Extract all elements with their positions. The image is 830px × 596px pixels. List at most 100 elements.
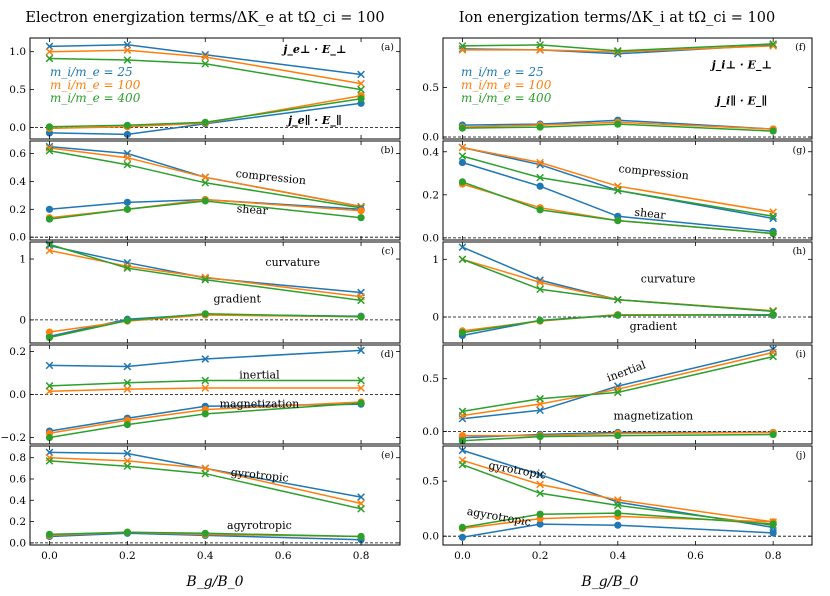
data-point-x	[458, 243, 467, 252]
series-line-mi100-b	[462, 121, 774, 130]
data-point-o	[458, 533, 467, 541]
annotation-label: curvature	[265, 256, 320, 269]
panel-frame	[29, 445, 401, 546]
data-point-x	[458, 143, 467, 152]
data-point-x	[536, 41, 544, 49]
column-title-electron: Electron energization terms/ΔK_e at tΩ_c…	[25, 10, 384, 26]
data-point-x	[357, 504, 365, 513]
panel-label: (j)	[796, 450, 806, 461]
panel-g: 0.0 0.2 0.4 (g) compression shear	[422, 140, 813, 244]
y-tick-label: 0.0	[9, 389, 26, 401]
column-title-ion: Ion energization terms/ΔK_i at tΩ_ci = 1…	[459, 10, 775, 26]
data-point-x	[123, 160, 132, 169]
data-point-o	[458, 329, 467, 337]
series-line-mi400-b	[462, 181, 774, 235]
y-tick-label: 0.8	[9, 452, 26, 464]
panel-frame	[442, 445, 813, 546]
y-tick-label: 0.5	[422, 82, 439, 94]
data-point-x	[123, 449, 132, 458]
series-line-mi400-a	[462, 43, 774, 52]
data-point-o	[357, 214, 365, 222]
data-point-o	[458, 158, 467, 167]
x-tick-label: 0.4	[609, 550, 626, 562]
annotation-label: shear	[236, 202, 269, 217]
y-tick-label: 0.0	[9, 232, 26, 244]
data-point-x	[201, 53, 210, 61]
series-line-mi400-a	[462, 258, 774, 313]
data-point-o	[357, 532, 365, 541]
legend-entry-mi100: m_i/m_e = 100	[50, 78, 141, 92]
y-tick-label: 0.4	[9, 495, 26, 507]
data-point-x	[201, 179, 210, 187]
x-axis-label-right: B_g/B_0	[580, 574, 638, 590]
annotation-label: inertial	[239, 369, 280, 382]
x-tick-label: 0.4	[197, 550, 214, 562]
panel-label: (h)	[792, 246, 806, 257]
data-point-x	[201, 469, 210, 478]
legend-entry-mi400: m_i/m_e = 400	[50, 91, 141, 105]
data-point-o	[357, 95, 365, 103]
data-point-o	[769, 520, 777, 528]
data-point-o	[769, 311, 777, 319]
y-tick-label: 0.5	[9, 84, 26, 96]
series-line-mi25-a	[49, 244, 362, 294]
data-point-x	[536, 470, 544, 479]
data-point-x	[357, 70, 365, 79]
data-point-o	[201, 310, 209, 318]
data-point-o	[614, 431, 622, 440]
data-point-x	[769, 352, 777, 361]
series-line-mi400-b	[49, 531, 362, 538]
y-tick-label: 0.6	[9, 474, 26, 486]
series-line-mi400-b	[462, 313, 774, 334]
data-point-x	[201, 376, 210, 385]
panel-frame	[442, 241, 813, 344]
series-line-mi25-b	[462, 161, 774, 233]
series-line-mi25-b	[462, 523, 774, 539]
data-point-x	[613, 496, 622, 504]
series-line-mi400-a	[462, 355, 774, 413]
data-point-x	[45, 457, 54, 465]
data-point-x	[45, 246, 54, 255]
y-tick-label: 0.0	[9, 537, 26, 549]
data-point-o	[536, 123, 544, 131]
data-point-x	[769, 212, 777, 221]
data-point-o	[45, 328, 54, 336]
series-line-mi25-b	[49, 102, 362, 136]
data-point-o	[123, 421, 131, 429]
x-tick-label: 0.8	[353, 550, 370, 562]
series-line-mi400-b	[462, 512, 774, 529]
series-line-mi100-b	[49, 94, 362, 130]
y-tick-label: 0.2	[9, 516, 26, 528]
data-point-x	[357, 493, 365, 501]
y-tick-label: 0.4	[422, 146, 439, 158]
y-tick-label: 0.4	[9, 176, 26, 188]
data-point-x	[536, 489, 544, 498]
panel-label: (a)	[381, 42, 394, 53]
data-point-x	[45, 453, 54, 462]
data-point-o	[614, 311, 622, 319]
x-tick-label: 0.8	[765, 550, 782, 562]
annotation-label: j_e∥ · E_∥	[286, 114, 342, 128]
legend-entry-mi25: m_i/m_e = 25	[461, 65, 544, 79]
annotation-label: j_e⊥ · E_⊥	[281, 43, 346, 57]
data-point-o	[45, 433, 54, 442]
annotation-label: magnetization	[220, 397, 300, 410]
panel-label: (d)	[381, 349, 395, 360]
data-point-x	[536, 480, 544, 489]
data-point-o	[458, 124, 467, 132]
series-line-mi25-a	[462, 146, 774, 220]
data-point-o	[123, 205, 131, 213]
panel-frame	[442, 37, 813, 140]
x-axis-label-left: B_g/B_0	[185, 574, 243, 590]
data-point-x	[613, 295, 622, 304]
data-point-o	[769, 430, 777, 439]
data-point-x	[458, 407, 467, 416]
legend-entry-mi400: m_i/m_e = 400	[461, 91, 552, 105]
series-line-mi100-a	[462, 45, 774, 53]
data-point-o	[536, 433, 544, 441]
y-tick-label: 0.0	[422, 426, 439, 438]
data-point-o	[769, 529, 777, 537]
series-line-mi25-a	[462, 246, 774, 313]
